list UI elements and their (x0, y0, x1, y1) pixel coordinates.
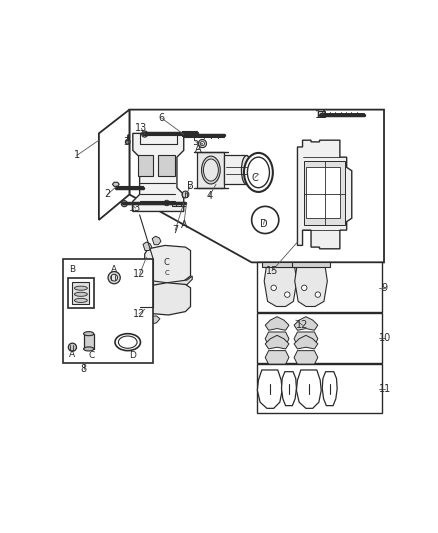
Polygon shape (99, 110, 130, 220)
Circle shape (125, 140, 130, 144)
Bar (318, 111, 325, 117)
Circle shape (141, 131, 148, 137)
Ellipse shape (74, 292, 87, 296)
Text: D: D (260, 220, 267, 229)
Polygon shape (152, 236, 161, 245)
Bar (257, 364, 382, 414)
Text: 13: 13 (135, 123, 148, 133)
Text: D: D (129, 351, 136, 360)
Circle shape (285, 292, 290, 297)
Text: C: C (88, 351, 95, 360)
Circle shape (182, 191, 189, 198)
Text: A: A (69, 350, 75, 359)
Text: A: A (195, 144, 202, 154)
Circle shape (68, 343, 77, 351)
Ellipse shape (118, 336, 137, 348)
Polygon shape (138, 156, 153, 176)
Polygon shape (265, 335, 289, 349)
Text: 2: 2 (104, 190, 110, 199)
Text: 14: 14 (315, 110, 327, 120)
Polygon shape (130, 110, 384, 262)
Polygon shape (294, 332, 318, 345)
Polygon shape (282, 372, 297, 406)
Text: 12: 12 (297, 320, 309, 330)
Text: 13: 13 (129, 203, 141, 213)
Circle shape (164, 200, 170, 206)
Text: 8: 8 (81, 364, 87, 374)
Polygon shape (67, 278, 94, 308)
Polygon shape (145, 245, 191, 285)
Polygon shape (265, 332, 289, 345)
Text: 15: 15 (266, 266, 278, 276)
Ellipse shape (201, 156, 220, 184)
Text: C: C (164, 270, 169, 276)
Circle shape (315, 292, 321, 297)
Ellipse shape (241, 156, 251, 184)
Polygon shape (262, 262, 299, 268)
Polygon shape (72, 282, 89, 304)
Polygon shape (293, 262, 330, 268)
Text: 6: 6 (159, 113, 165, 123)
Text: B: B (69, 265, 75, 273)
Circle shape (301, 285, 307, 290)
Polygon shape (140, 312, 152, 320)
Ellipse shape (74, 298, 87, 302)
Bar (63, 259, 153, 362)
Polygon shape (224, 156, 247, 184)
Circle shape (271, 285, 276, 290)
Ellipse shape (84, 332, 94, 336)
Polygon shape (197, 152, 224, 188)
Text: 4: 4 (206, 191, 212, 201)
Polygon shape (297, 140, 352, 249)
Polygon shape (294, 335, 318, 349)
Ellipse shape (247, 157, 269, 188)
Bar (306, 167, 340, 218)
Circle shape (108, 271, 120, 284)
Text: 7: 7 (172, 225, 178, 235)
Text: 9: 9 (381, 283, 388, 293)
Ellipse shape (115, 334, 141, 351)
Ellipse shape (244, 153, 273, 192)
Text: 10: 10 (378, 333, 391, 343)
Polygon shape (265, 351, 289, 364)
Polygon shape (265, 317, 289, 330)
Polygon shape (297, 370, 321, 408)
Polygon shape (146, 276, 192, 287)
Polygon shape (133, 133, 184, 212)
Polygon shape (143, 282, 191, 315)
Polygon shape (143, 242, 152, 251)
Text: 3: 3 (123, 137, 129, 147)
Circle shape (121, 200, 127, 207)
Bar (304, 160, 345, 225)
Ellipse shape (84, 347, 94, 351)
Text: A: A (180, 220, 187, 230)
Polygon shape (294, 317, 318, 330)
Circle shape (111, 274, 117, 281)
Text: B: B (187, 181, 194, 191)
Polygon shape (84, 334, 94, 349)
Text: 12: 12 (133, 309, 145, 319)
Ellipse shape (203, 159, 219, 181)
Polygon shape (294, 351, 318, 364)
Text: C: C (164, 258, 170, 267)
Polygon shape (322, 372, 337, 406)
Circle shape (251, 206, 279, 233)
Text: 11: 11 (378, 384, 391, 394)
Ellipse shape (74, 286, 87, 290)
Bar (257, 262, 382, 312)
Polygon shape (258, 370, 282, 408)
Text: C: C (252, 173, 258, 182)
Text: A: A (111, 265, 117, 273)
Text: 5: 5 (192, 137, 199, 147)
Bar (257, 313, 382, 362)
Polygon shape (158, 156, 175, 176)
Polygon shape (113, 182, 119, 187)
Text: 12: 12 (134, 269, 146, 279)
Circle shape (200, 142, 205, 146)
Polygon shape (295, 268, 327, 306)
Polygon shape (264, 268, 297, 306)
Polygon shape (148, 316, 160, 325)
Text: 1: 1 (74, 150, 80, 160)
Circle shape (198, 140, 206, 148)
